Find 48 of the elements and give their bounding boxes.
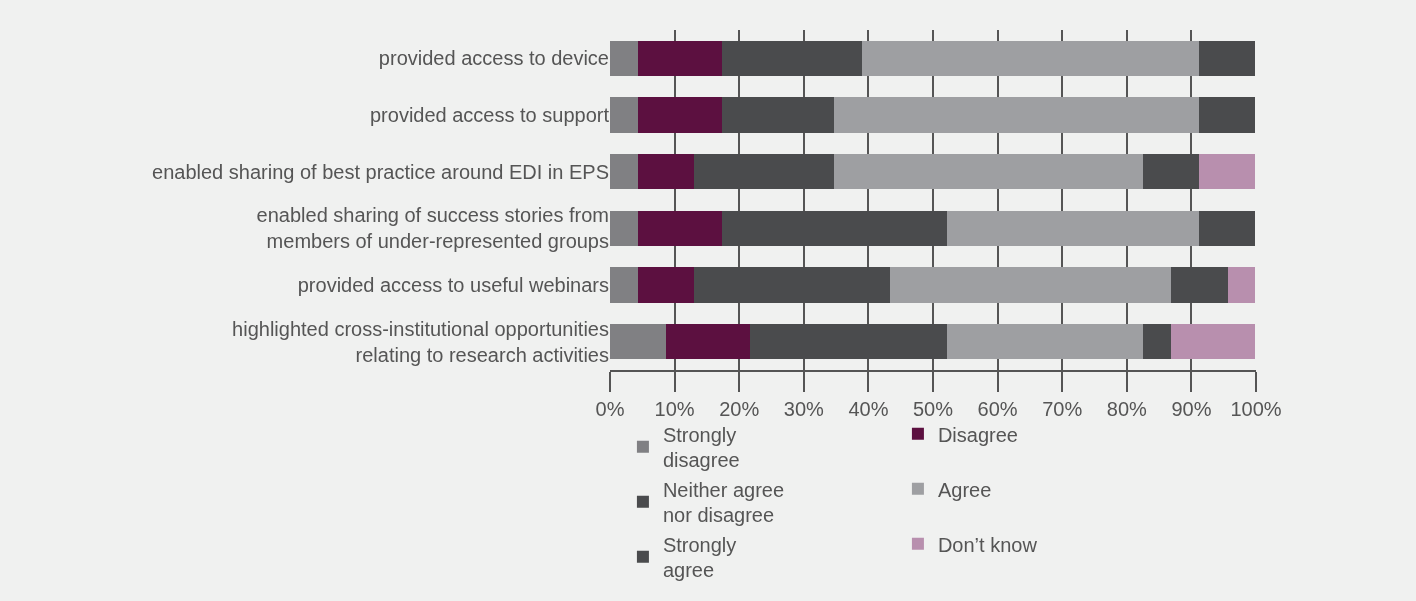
bar [637,154,694,190]
bar [946,324,1143,360]
bar [1170,324,1255,360]
bar [637,267,694,303]
y-tick-label: enabled sharing of best practice around EDI in EPS [152,160,609,183]
bar [890,267,1172,303]
legend-label: Don’t know [937,533,1038,556]
bar [1199,154,1256,190]
bar [1227,267,1256,303]
bar [610,154,638,190]
x-tick-label: 100% [1230,397,1282,420]
x-tick-label: 30% [783,397,825,420]
bar [637,97,722,133]
x-tick-label: 70% [1042,397,1083,420]
x-tick-label: 10% [654,397,695,420]
x-tick-label: 80% [1106,397,1148,420]
bar [610,324,667,360]
bar [666,324,751,360]
bar [946,210,1200,246]
y-tick-label: provided access to device [378,47,609,70]
bar [610,97,638,133]
bar [610,210,638,246]
bar [1199,97,1256,133]
legend-label: Strongly agree [662,533,737,582]
bar [637,210,722,246]
bar [1199,40,1256,76]
bar [1142,324,1171,360]
x-tick-label: 50% [912,397,954,420]
legend-label: Neither agree nor disagree [662,478,785,527]
y-tick-label: provided access to useful webinars [297,274,609,296]
bar [610,40,638,76]
y-tick-label: provided access to support [369,104,610,126]
y-tick-label: enabled sharing of success stories from members of under-represented groups [256,204,609,253]
x-tick-label: 90% [1171,397,1212,420]
legend-label: Disagree [937,423,1018,446]
x-tick-label: 0% [595,397,625,420]
legend-label: Strongly disagree [662,423,740,472]
x-tick-label: 20% [719,397,760,420]
bar [1199,210,1256,246]
x-tick-label: 40% [848,397,889,420]
bar [637,40,722,76]
y-tick-label: highlighted cross-institutional opportunities relating to research activities [232,317,609,366]
bar [610,267,638,303]
bar [834,97,1200,133]
legend-label: Agree [937,478,992,501]
bar [861,40,1200,76]
x-tick-label: 60% [977,397,1018,420]
bar [834,154,1143,190]
